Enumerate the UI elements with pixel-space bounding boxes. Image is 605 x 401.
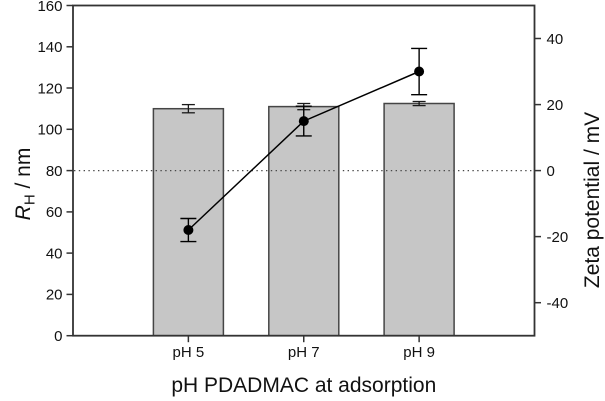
bar-ph-9	[383, 102, 455, 337]
tick-labels: 0 20 40 60 80 100 120 140 160 -40 -20 0 20 40 pH 5 pH 7…	[37, 0, 568, 361]
left-axis-tick-label: 0	[54, 328, 62, 345]
x-axis-tick-label: pH 9	[403, 344, 435, 361]
right-axis-tick-label: -40	[547, 295, 569, 312]
right-axis-tick-label: -20	[547, 229, 569, 246]
left-axis-tick-label: 80	[46, 163, 63, 180]
plot-layer: 0 20 40 60 80 100 120 140 160 -40 -20 0 20 40 pH 5 pH 7…	[37, 0, 568, 361]
left-axis-tick-label: 140	[37, 39, 62, 56]
zeta-point-2	[414, 66, 425, 77]
axis-ticks	[66, 4, 541, 343]
bars-group	[152, 100, 455, 337]
right-axis-tick-label: 40	[547, 31, 564, 48]
zeta-point-0	[183, 225, 194, 235]
left-axis-tick-label: 120	[37, 80, 62, 97]
left-axis-tick-label: 40	[46, 245, 63, 262]
left-axis-title-subscript: H	[22, 194, 39, 205]
right-axis-title: Zeta potential / mV	[581, 112, 604, 288]
right-axis-tick-label: 0	[547, 163, 555, 180]
left-axis-tick-label: 60	[46, 204, 63, 221]
x-axis-title: pH PDADMAC at adsorption	[171, 374, 436, 397]
x-axis-tick-label: pH 7	[288, 344, 320, 361]
right-axis-tick-label: 20	[547, 97, 564, 114]
left-axis-title: RH / nm	[12, 148, 39, 221]
zeta-point-1	[298, 116, 309, 127]
x-axis-tick-label: pH 5	[173, 344, 205, 361]
left-axis-tick-label: 20	[46, 287, 63, 304]
left-axis-title-rest: / nm	[12, 148, 35, 195]
bar-ph-7	[268, 105, 340, 337]
left-axis-tick-label: 100	[37, 122, 62, 139]
left-axis-title-symbol: R	[12, 205, 35, 220]
left-axis-tick-label: 160	[37, 0, 62, 15]
bar-error-bar-0	[181, 103, 195, 114]
bar-error-bar-2	[412, 100, 426, 107]
